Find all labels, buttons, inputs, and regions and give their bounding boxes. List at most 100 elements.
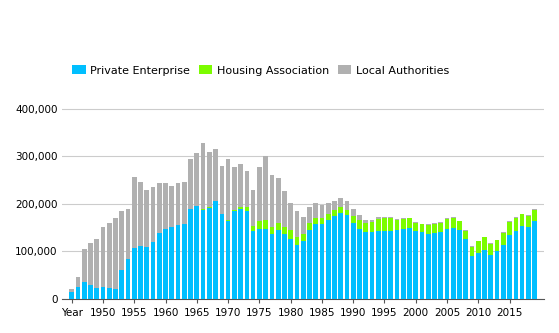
Bar [282,227,287,234]
Bar [526,227,530,299]
Bar [326,214,330,220]
Bar [295,237,299,245]
Bar [220,214,224,299]
Bar [251,190,255,226]
Bar [75,287,80,299]
Bar [338,213,343,299]
Bar [326,203,330,214]
Bar [495,251,499,299]
Bar [214,149,218,201]
Bar [326,220,330,299]
Bar [445,228,449,299]
Bar [489,244,493,255]
Bar [244,171,249,207]
Bar [144,247,149,299]
Bar [176,183,181,225]
Bar [514,218,518,231]
Bar [389,218,393,231]
Bar [188,159,193,208]
Bar [276,177,281,223]
Bar [144,189,149,247]
Bar [295,245,299,299]
Bar [288,238,293,299]
Bar [195,154,199,206]
Bar [376,219,381,231]
Bar [94,288,99,299]
Bar [495,240,499,251]
Bar [113,218,118,289]
Bar [320,205,324,218]
Bar [363,223,368,232]
Bar [476,241,481,253]
Bar [420,223,424,224]
Bar [457,220,462,221]
Bar [451,218,456,228]
Bar [288,203,293,230]
Bar [244,211,249,299]
Bar [470,246,475,247]
Bar [263,228,268,299]
Bar [351,223,356,299]
Bar [263,220,268,228]
Bar [182,224,187,299]
Bar [414,223,418,231]
Bar [301,234,306,241]
Bar [82,282,87,299]
Bar [426,234,430,299]
Bar [232,167,236,209]
Bar [389,231,393,299]
Bar [369,222,375,232]
Bar [126,258,130,299]
Bar [451,217,456,218]
Bar [94,239,99,288]
Bar [238,207,243,208]
Bar [195,206,199,299]
Bar [107,223,112,288]
Bar [269,175,274,227]
Bar [463,238,468,299]
Bar [163,183,168,228]
Bar [501,245,506,299]
Bar [282,234,287,299]
Bar [332,210,337,216]
Bar [113,289,118,299]
Bar [257,228,262,299]
Bar [357,228,362,299]
Bar [426,225,430,234]
Bar [101,287,105,299]
Bar [426,224,430,225]
Bar [201,144,206,209]
Bar [320,218,324,224]
Bar [357,215,362,220]
Bar [151,187,155,242]
Bar [269,227,274,234]
Bar [214,201,218,299]
Bar [382,217,387,218]
Bar [157,183,162,233]
Bar [351,216,356,223]
Bar [232,211,236,299]
Bar [420,224,424,232]
Bar [432,223,437,224]
Bar [401,219,406,228]
Bar [320,224,324,299]
Bar [332,216,337,299]
Bar [207,153,212,207]
Bar [301,217,306,234]
Bar [532,221,537,299]
Bar [120,270,124,299]
Bar [432,224,437,233]
Bar [288,230,293,238]
Bar [407,218,412,228]
Bar [263,156,268,220]
Bar [201,209,206,299]
Bar [169,227,174,299]
Bar [251,226,255,231]
Bar [282,191,287,227]
Bar [520,214,524,226]
Bar [363,219,368,223]
Bar [520,213,524,214]
Bar [257,221,262,228]
Bar [207,207,212,208]
Bar [344,209,349,215]
